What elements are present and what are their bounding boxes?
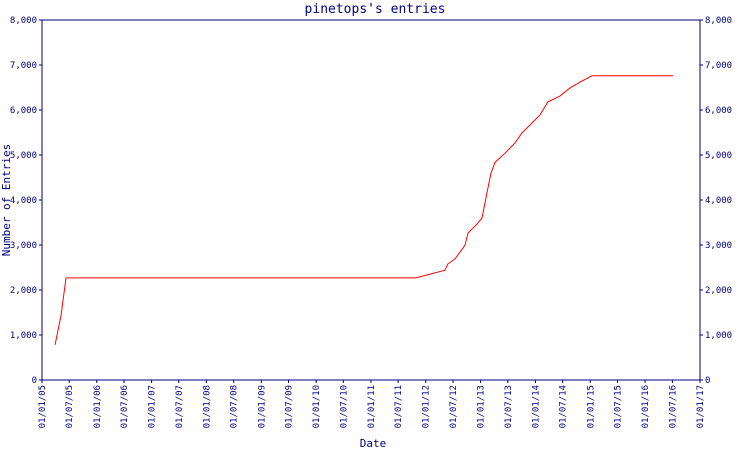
y-tick-label-right: 2,000 [705,286,732,296]
y-tick-label: 1,000 [10,331,37,341]
x-tick-label: 01/07/15 [613,385,623,428]
x-tick-label: 01/01/07 [148,385,158,428]
y-tick-label-right: 3,000 [705,241,732,251]
y-axis-label: Number of Entries [0,144,13,257]
y-tick-label-right: 0 [705,376,710,386]
x-tick-label: 01/07/14 [559,385,569,428]
x-tick-label: 01/07/07 [175,385,185,428]
y-tick-label: 2,000 [10,286,37,296]
y-tick-label: 4,000 [10,196,37,206]
x-tick-label: 01/07/10 [339,385,349,428]
y-tick-label-right: 6,000 [705,106,732,116]
x-tick-label: 01/01/10 [312,385,322,428]
x-tick-label: 01/07/16 [668,385,678,428]
y-tick-label-right: 7,000 [705,61,732,71]
x-tick-label: 01/01/05 [38,385,48,428]
x-tick-label: 01/01/11 [367,385,377,428]
x-tick-label: 01/07/09 [285,385,295,428]
chart-title: pinetops's entries [305,2,446,17]
x-tick-label: 01/01/12 [422,385,432,428]
y-tick-label: 8,000 [10,16,37,26]
y-tick-label-right: 1,000 [705,331,732,341]
y-tick-label: 6,000 [10,106,37,116]
y-tick-label: 0 [32,376,37,386]
y-tick-label-right: 8,000 [705,16,732,26]
x-axis-label: Date [360,437,387,450]
line-series [54,75,673,345]
x-tick-label: 01/07/12 [449,385,459,428]
x-tick-label: 01/01/15 [586,385,596,428]
x-tick-label: 01/07/06 [120,385,130,428]
x-tick-label: 01/01/13 [477,385,487,428]
x-tick-label: 01/07/05 [65,385,75,428]
y-tick-label: 7,000 [10,61,37,71]
y-tick-label-right: 4,000 [705,196,732,206]
x-tick-label: 01/07/11 [394,385,404,428]
x-tick-label: 01/01/08 [202,385,212,428]
x-tick-label: 01/01/14 [531,385,541,428]
x-tick-label: 01/01/16 [641,385,651,428]
y-tick-label-right: 5,000 [705,151,732,161]
plot-frame [41,19,701,381]
x-tick-label: 01/01/17 [696,385,706,428]
y-tick-label: 5,000 [10,151,37,161]
x-tick-label: 01/07/13 [504,385,514,428]
x-tick-label: 01/01/06 [93,385,103,428]
x-tick-label: 01/07/08 [230,385,240,428]
y-tick-label: 3,000 [10,241,37,251]
x-tick-label: 01/01/09 [257,385,267,428]
